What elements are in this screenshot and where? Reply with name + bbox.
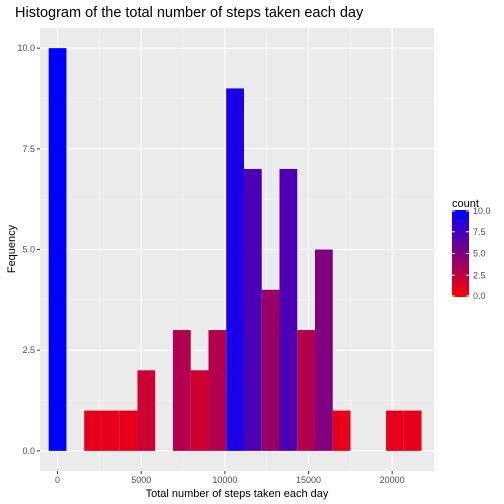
y-tick-label: 10.0 <box>17 43 35 53</box>
histogram-bar <box>297 330 316 451</box>
histogram-bar <box>208 330 227 451</box>
x-tick-label: 0 <box>55 475 60 485</box>
y-axis-title: Fequency <box>6 224 18 273</box>
chart-title: Histogram of the total number of steps t… <box>15 5 364 21</box>
y-tick-label: 5.0 <box>22 245 35 255</box>
y-tick-label: 7.5 <box>22 144 35 154</box>
x-tick-label: 10000 <box>212 475 237 485</box>
x-axis-ticks: 0 5000 10000 15000 20000 <box>55 471 405 485</box>
legend-tick-label: 0.0 <box>473 291 486 301</box>
histogram-bar <box>190 370 209 451</box>
histogram-bar <box>243 168 262 451</box>
y-tick-label: 0.0 <box>22 446 35 456</box>
legend-tick-label: 10.0 <box>473 206 491 216</box>
x-tick-label: 5000 <box>131 475 151 485</box>
legend-tick-label: 2.5 <box>473 270 486 280</box>
x-tick-label: 20000 <box>380 475 405 485</box>
histogram-bar <box>315 249 333 451</box>
legend-tick-label: 5.0 <box>473 249 486 259</box>
color-legend: count 10.0 7.5 5.0 2.5 0.0 <box>452 198 491 301</box>
histogram-bars <box>48 48 422 451</box>
histogram-bar <box>48 48 67 451</box>
legend-colorbar <box>452 210 469 297</box>
x-axis-title: Total number of steps taken each day <box>146 488 329 500</box>
y-axis-ticks: 0.0 2.5 5.0 7.5 10.0 <box>17 43 40 456</box>
legend-tick-label: 7.5 <box>473 227 486 237</box>
histogram-bar <box>172 330 191 451</box>
x-tick-label: 15000 <box>296 475 321 485</box>
legend-ticks: 10.0 7.5 5.0 2.5 0.0 <box>452 206 491 301</box>
histogram-bar <box>101 410 120 451</box>
histogram-bar <box>261 289 280 451</box>
legend-title: count <box>452 198 479 210</box>
histogram-bar <box>119 410 138 451</box>
y-tick-label: 2.5 <box>22 345 35 355</box>
histogram-bar <box>386 410 404 451</box>
histogram-bar <box>84 410 102 451</box>
histogram-bar <box>137 370 156 451</box>
histogram-bar <box>226 88 244 451</box>
histogram-bar <box>279 168 298 451</box>
histogram-bar <box>332 410 351 451</box>
histogram-bar <box>403 410 422 451</box>
